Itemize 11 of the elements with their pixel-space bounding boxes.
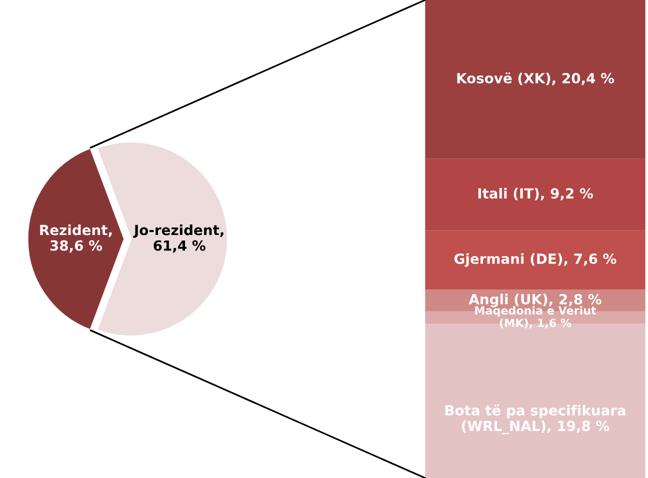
data-label: Angli (UK), 2,8 % [468, 294, 602, 308]
data-label: Itali (IT), 9,2 % [478, 188, 593, 200]
data-label: Jo-rezident, 61,4 % [133, 224, 224, 253]
data-label: Rezident, 38,6 % [40, 224, 112, 253]
data-label: Bota të pa specifikuara (WRL_NAL), 19,8 % [445, 404, 626, 434]
bar [425, 0, 646, 159]
data-label: Gjermani (DE), 7,6 % [454, 253, 616, 267]
bar [425, 158, 646, 230]
data-label: Kosovë (XK), 20,4 % [457, 72, 614, 86]
data-label: Maqedonia e Veriut (MK), 1,6 % [475, 306, 596, 328]
bar [425, 230, 646, 290]
